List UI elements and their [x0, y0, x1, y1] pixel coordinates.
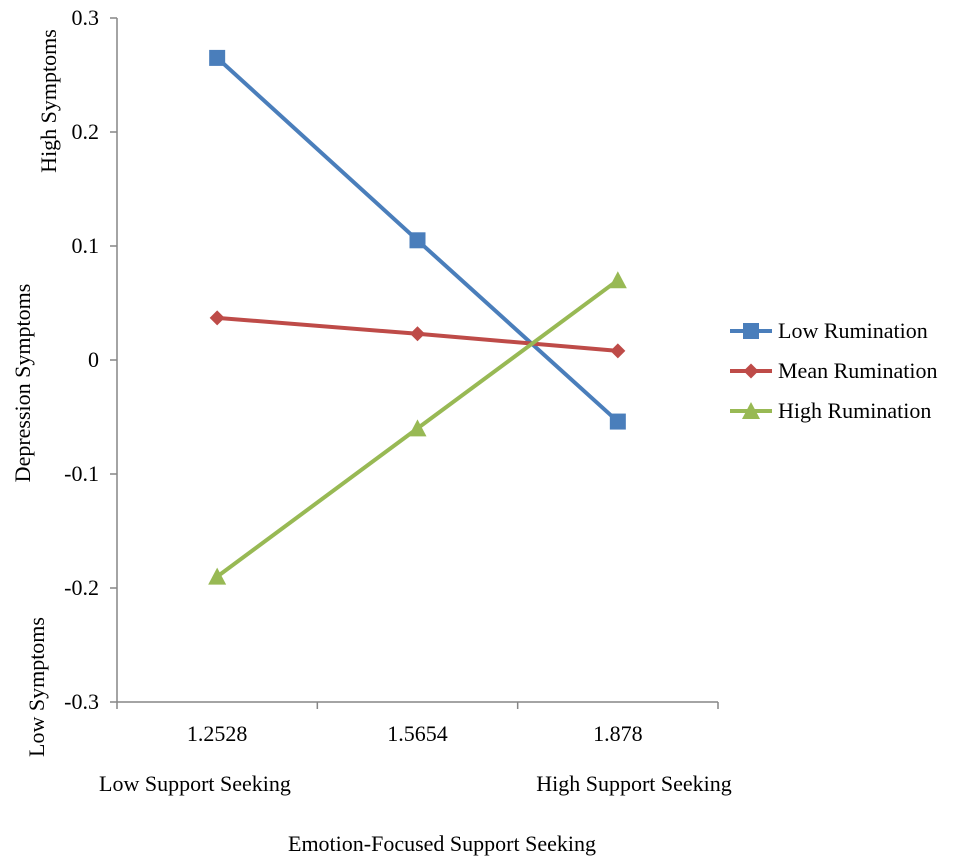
legend-item: Mean Rumination	[730, 358, 937, 383]
data-point	[610, 343, 626, 359]
x-high-label: High Support Seeking	[536, 771, 732, 796]
legend-marker	[743, 323, 759, 339]
series-high-rumination	[208, 271, 627, 585]
y-tick-label: 0.1	[72, 233, 100, 258]
data-point	[410, 326, 425, 342]
series-layer	[208, 49, 627, 585]
y-high-label: High Symptoms	[36, 29, 61, 173]
legend-label: Mean Rumination	[778, 358, 937, 383]
legend: Low Rumination Mean Rumination High Rumina…	[730, 318, 937, 423]
y-tick-label: -0.2	[64, 575, 99, 600]
y-ticks: 0.3 0.2 0.1 0 -0.1 -0.2 -0.3	[64, 5, 117, 714]
legend-item: High Rumination	[730, 398, 931, 423]
y-axis-title: Depression Symptoms	[10, 284, 35, 483]
x-tick-label: 1.878	[593, 721, 643, 746]
legend-marker	[742, 402, 760, 419]
y-tick-label: -0.3	[64, 689, 99, 714]
axes: 0.3 0.2 0.1 0 -0.1 -0.2 -0.3 1.2528 1.5654 1.878	[64, 5, 719, 746]
series-mean-rumination	[209, 310, 626, 359]
legend-item: Low Rumination	[730, 318, 928, 343]
x-ticks: 1.2528 1.5654 1.878	[116, 702, 719, 746]
y-tick-label: -0.1	[64, 461, 99, 486]
x-low-label: Low Support Seeking	[99, 771, 291, 796]
legend-label: High Rumination	[778, 398, 931, 423]
data-point	[608, 271, 627, 289]
data-point	[408, 419, 427, 437]
legend-label: Low Rumination	[778, 318, 928, 343]
data-point	[209, 310, 225, 326]
data-point	[609, 413, 626, 430]
y-tick-label: 0.3	[72, 5, 100, 30]
data-point	[208, 567, 227, 585]
y-low-label: Low Symptoms	[24, 617, 49, 757]
data-point	[209, 49, 226, 66]
x-tick-label: 1.5654	[387, 721, 448, 746]
x-axis-title: Emotion-Focused Support Seeking	[288, 831, 596, 856]
y-tick-label: 0.2	[72, 119, 100, 144]
data-point	[409, 232, 426, 249]
y-tick-label: 0	[88, 347, 99, 372]
series-low-rumination	[209, 49, 626, 430]
legend-marker	[743, 363, 759, 379]
x-tick-label: 1.2528	[187, 721, 248, 746]
